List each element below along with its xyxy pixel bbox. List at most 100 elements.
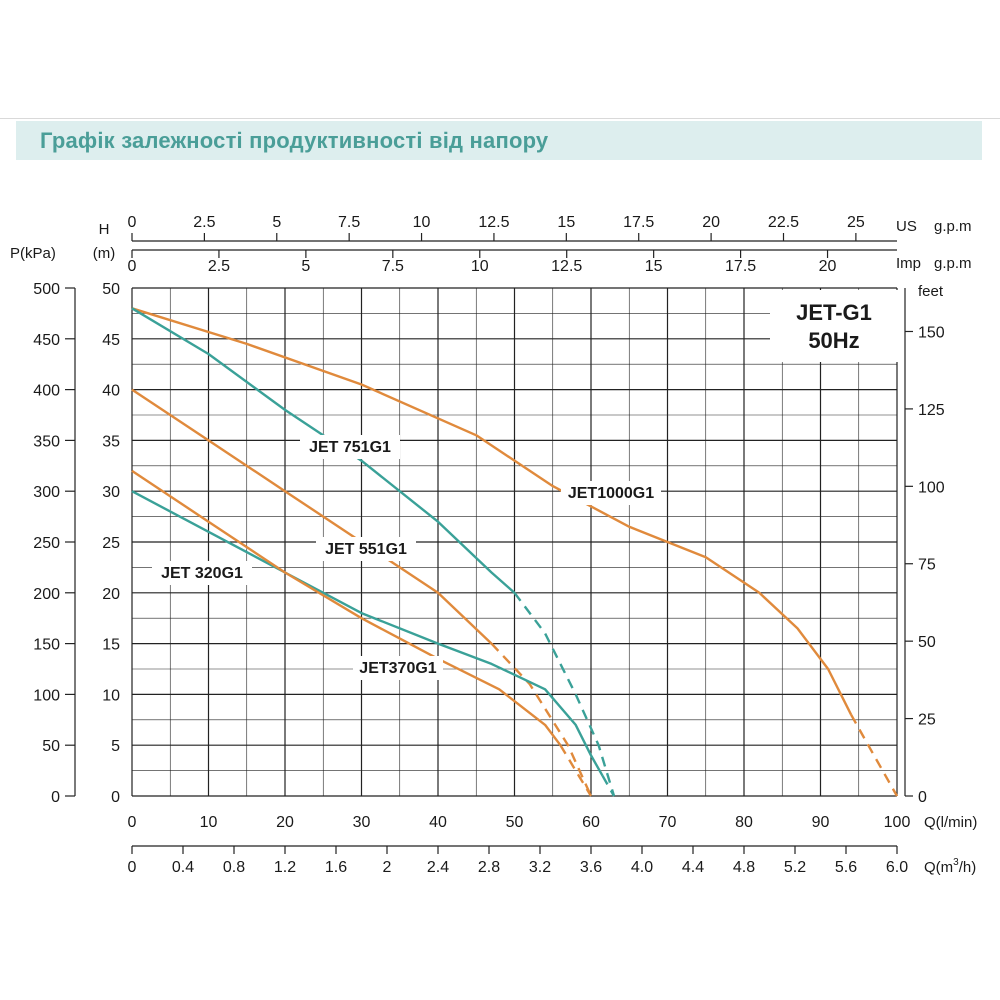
imp-gpm-tick-label: 15 — [645, 258, 663, 275]
p-tick-label: 400 — [33, 383, 60, 400]
q-m3h-tick-label: 2.8 — [478, 859, 500, 876]
p-tick-label: 250 — [33, 535, 60, 552]
q-lmin-axis-label: Q(l/min) — [924, 814, 977, 831]
q-m3h-tick-label: 2.4 — [427, 859, 449, 876]
us-gpm-label-b: g.p.m — [934, 218, 972, 235]
axes: 0510152025303540455005010015020025030035… — [33, 214, 945, 876]
q-m3h-tick-label: 2 — [383, 859, 392, 876]
series — [131, 307, 899, 797]
p-tick-label: 200 — [33, 586, 60, 603]
q-m3h-tick-label: 1.6 — [325, 859, 347, 876]
h-tick-label: 25 — [102, 535, 120, 552]
p-tick-label: 500 — [33, 281, 60, 298]
top-rule — [0, 118, 1000, 119]
p-tick-label: 150 — [33, 637, 60, 654]
model-box — [770, 290, 898, 362]
p-tick-label: 450 — [33, 332, 60, 349]
q-m3h-tick-label: 0.8 — [223, 859, 245, 876]
q-m3h-axis-label: Q(m3/h) — [924, 857, 976, 876]
us-gpm-tick-label: 0 — [128, 214, 137, 231]
q-lmin-tick-label: 80 — [735, 814, 753, 831]
us-gpm-tick-label: 2.5 — [193, 214, 215, 231]
q-lmin-tick-label: 60 — [582, 814, 600, 831]
h-tick-label: 5 — [111, 738, 120, 755]
q-lmin-tick-label: 10 — [200, 814, 218, 831]
curve-labels: JET1000G1 JET 751G1 JET 551G1 JET 320G1 JET3… — [152, 435, 661, 680]
h-tick-label: 10 — [102, 687, 120, 704]
us-gpm-tick-label: 17.5 — [623, 214, 654, 231]
p-tick-label: 350 — [33, 433, 60, 450]
q-lmin-tick-label: 100 — [884, 814, 911, 831]
q-m3h-tick-label: 3.6 — [580, 859, 602, 876]
imp-gpm-tick-label: 12.5 — [551, 258, 582, 275]
us-gpm-tick-label: 10 — [413, 214, 431, 231]
page-title: Графік залежності продуктивності від нап… — [40, 128, 549, 153]
h-tick-label: 40 — [102, 383, 120, 400]
title-banner: Графік залежності продуктивності від нап… — [16, 121, 982, 160]
feet-axis-label: feet — [918, 283, 944, 300]
q-lmin-tick-label: 30 — [353, 814, 371, 831]
h-tick-label: 35 — [102, 433, 120, 450]
q-m3h-tick-label: 0.4 — [172, 859, 194, 876]
series-line-solid — [131, 307, 853, 716]
imp-gpm-tick-label: 10 — [471, 258, 489, 275]
us-gpm-tick-label: 12.5 — [478, 214, 509, 231]
p-tick-label: 300 — [33, 484, 60, 501]
series-line-dashed — [601, 775, 616, 797]
feet-tick-label: 125 — [918, 402, 945, 419]
q-m3h-label-main: Q(m — [924, 859, 953, 876]
series-line-solid — [131, 490, 604, 777]
imp-gpm-tick-label: 0 — [128, 258, 137, 275]
imp-gpm-tick-label: 17.5 — [725, 258, 756, 275]
q-m3h-tick-label: 5.6 — [835, 859, 857, 876]
feet-tick-label: 25 — [918, 712, 936, 729]
imp-gpm-label-b: g.p.m — [934, 255, 972, 272]
series-label-bg — [561, 481, 661, 505]
q-m3h-label-sup: 3 — [953, 857, 959, 868]
imp-gpm-tick-label: 7.5 — [382, 258, 404, 275]
grid — [131, 287, 898, 797]
us-gpm-tick-label: 7.5 — [338, 214, 360, 231]
us-gpm-label-a: US — [896, 218, 917, 235]
q-m3h-tick-label: 4.0 — [631, 859, 653, 876]
q-lmin-tick-label: 40 — [429, 814, 447, 831]
q-m3h-tick-label: 4.8 — [733, 859, 755, 876]
series-label-bg — [353, 656, 443, 680]
series-label: JET 751G1 — [309, 439, 391, 456]
feet-tick-label: 100 — [918, 479, 945, 496]
series-line-solid — [131, 388, 493, 645]
q-lmin-tick-label: 50 — [506, 814, 524, 831]
series-line-solid — [131, 307, 516, 594]
q-lmin-tick-label: 20 — [276, 814, 294, 831]
series-line-solid — [131, 469, 562, 746]
imp-gpm-tick-label: 2.5 — [208, 258, 230, 275]
q-m3h-tick-label: 6.0 — [886, 859, 908, 876]
imp-gpm-tick-label: 5 — [301, 258, 310, 275]
h-axis-label-top: H — [99, 221, 110, 238]
p-tick-label: 100 — [33, 687, 60, 704]
series-label-bg — [316, 537, 416, 561]
series-label-bg — [300, 435, 400, 459]
p-tick-label: 0 — [51, 789, 60, 806]
model-name: JET-G1 — [796, 300, 872, 325]
h-tick-label: 15 — [102, 637, 120, 654]
us-gpm-tick-label: 15 — [557, 214, 575, 231]
h-tick-label: 20 — [102, 586, 120, 603]
us-gpm-tick-label: 20 — [702, 214, 720, 231]
q-m3h-tick-label: 4.4 — [682, 859, 704, 876]
feet-tick-label: 75 — [918, 557, 936, 574]
series-line-dashed — [559, 744, 593, 797]
h-tick-label: 30 — [102, 484, 120, 501]
us-gpm-tick-label: 5 — [272, 214, 281, 231]
q-m3h-tick-label: 5.2 — [784, 859, 806, 876]
h-axis-label-bottom: (m) — [93, 245, 116, 262]
series-line-dashed — [490, 642, 593, 797]
series-label: JET1000G1 — [568, 485, 654, 502]
us-gpm-tick-label: 22.5 — [768, 214, 799, 231]
series-label: JET 320G1 — [161, 565, 243, 582]
series-label-bg — [152, 561, 252, 585]
series-line-dashed — [513, 592, 616, 797]
q-lmin-tick-label: 90 — [812, 814, 830, 831]
q-lmin-tick-label: 70 — [659, 814, 677, 831]
